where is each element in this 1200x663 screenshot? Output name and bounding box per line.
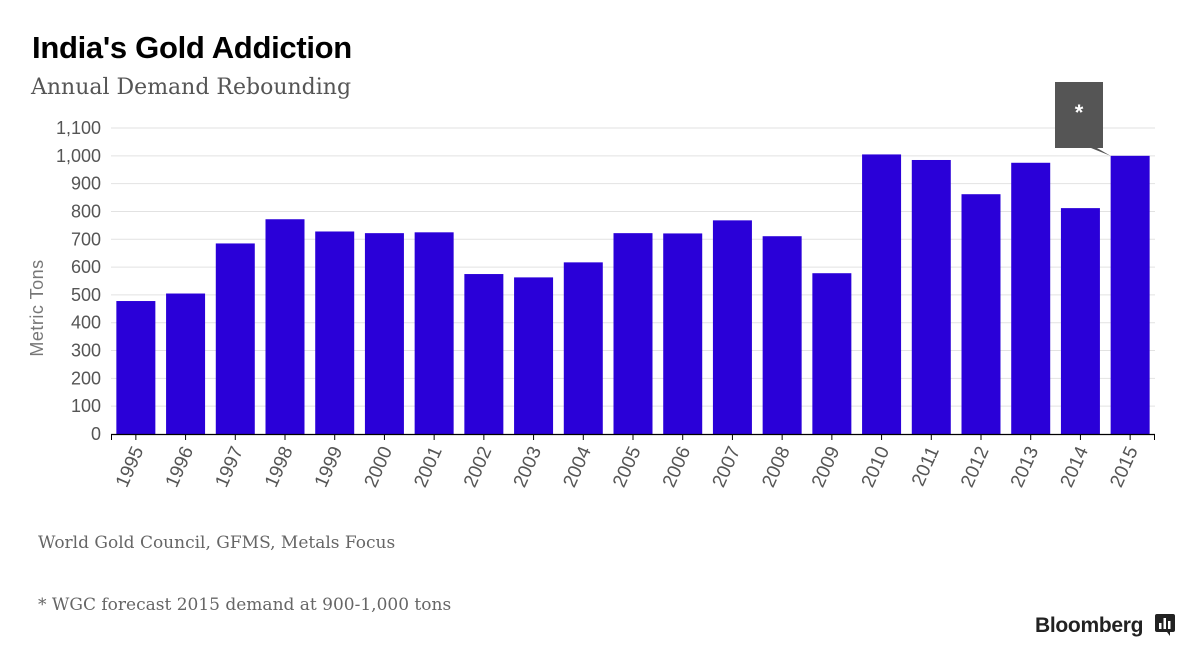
x-tick-label: 2009 [808,443,844,490]
y-tick-label: 600 [71,257,101,277]
y-tick-label: 300 [71,341,101,361]
y-axis-label: Metric Tons [27,259,47,356]
bar[interactable] [514,277,554,434]
y-tick-label: 100 [71,396,101,416]
x-tick-label: 2002 [460,443,496,490]
bloomberg-chart-icon [1155,614,1175,636]
annotation[interactable]: * [1055,82,1111,156]
chart-title: India's Gold Addiction [32,30,352,65]
bar[interactable] [961,194,1001,434]
bar[interactable] [1110,155,1150,434]
x-tick-label: 1999 [311,443,347,490]
bar[interactable] [762,236,802,434]
x-tick-label: 2008 [758,443,794,490]
bar[interactable] [862,154,902,434]
x-tick-label: 1997 [211,443,247,490]
bar[interactable] [464,274,504,434]
bar[interactable] [613,233,653,434]
bar[interactable] [712,220,752,434]
bar[interactable] [1011,162,1051,435]
bar[interactable] [215,243,255,434]
x-tick-label: 2012 [957,443,993,490]
bar[interactable] [414,232,454,434]
y-tick-label: 500 [71,285,101,305]
x-tick-label: 1996 [162,443,198,490]
annotation-callout-box[interactable] [1055,82,1111,156]
footnote: * WGC forecast 2015 demand at 900-1,000 … [38,595,452,615]
bar[interactable] [265,219,305,434]
x-tick-label: 1995 [112,443,148,490]
y-tick-label: 1,100 [56,118,101,138]
bar[interactable] [166,293,206,434]
x-tick-label: 2010 [858,443,894,490]
bar[interactable] [663,233,703,434]
chart-subtitle: Annual Demand Rebounding [31,75,352,100]
axes [111,433,1155,440]
y-tick-label: 0 [91,424,101,444]
x-tick-label: 2004 [559,443,596,491]
bar[interactable] [364,233,404,434]
x-tick-label: 2011 [908,443,944,489]
brand-logo: Bloomberg [1035,614,1144,637]
y-tick-labels: 0 100 200 300 400 500 600 700 800 900 1,000 1,100 [56,118,101,444]
y-tick-label: 900 [71,174,101,194]
x-tick-label: 2005 [609,443,645,490]
x-tick-label: 2014 [1057,443,1094,491]
y-tick-label: 1,000 [56,146,101,166]
source-note: World Gold Council, GFMS, Metals Focus [38,533,396,553]
bar[interactable] [911,159,951,434]
x-tick-label: 2006 [659,443,695,490]
x-tick-label: 2007 [709,443,745,490]
x-tick-label: 2000 [361,443,397,490]
bar[interactable] [116,301,156,434]
bar[interactable] [315,231,355,434]
bar[interactable] [812,273,852,434]
annotation-asterisk[interactable]: * [1075,100,1084,125]
bar-chart: 0 100 200 300 400 500 600 700 800 900 1,000 1,100 1… [27,82,1155,491]
bar[interactable] [1060,208,1100,434]
bar[interactable] [563,262,603,434]
bars [116,154,1150,435]
x-tick-label: 2013 [1007,443,1043,490]
y-tick-label: 200 [71,368,101,388]
y-tick-label: 400 [71,313,101,333]
x-tick-label: 2015 [1106,443,1142,490]
x-tick-labels: 1995 1996 1997 1998 1999 2000 2001 2002 2003 2004… [112,443,1143,491]
y-tick-label: 800 [71,201,101,221]
x-tick-label: 1998 [261,443,297,490]
x-tick-label: 2003 [510,443,546,490]
x-tick-label: 2001 [410,443,446,490]
y-tick-label: 700 [71,229,101,249]
